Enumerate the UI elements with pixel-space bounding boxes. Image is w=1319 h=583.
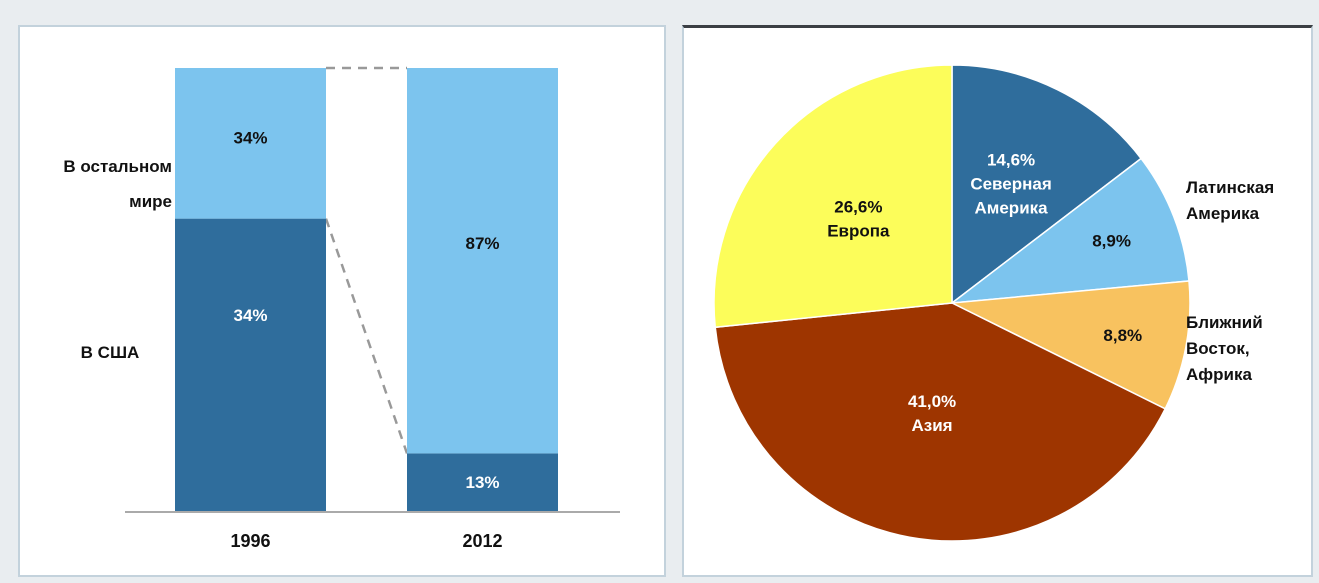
pie-chart-panel: 14,6% Северная Америка 8,9% Латинская Америка… [682, 25, 1313, 577]
pie-name-label-латинская-америка-1: Америка [1186, 204, 1260, 223]
connector-us-dashed-line [324, 218, 409, 454]
stacked-bar-chart: 34% 34% 1996 13% 87% 2012 В остальном мире В США [63, 66, 620, 551]
pie-name-label-северная-америка-1: Северная [970, 175, 1051, 194]
pie-value-label-европа: 26,6% [834, 197, 882, 216]
row-label-us: В США [81, 343, 140, 362]
pie-name-label-северная-америка-2: Америка [975, 199, 1049, 218]
bar-chart-panel: 34% 34% 1996 13% 87% 2012 В остальном мире В США [18, 25, 666, 577]
pie-name-label-европа-1: Европа [827, 221, 890, 240]
pie-value-label-латинская-америка: 8,9% [1092, 232, 1131, 251]
pie-slice-латинская-америка [949, 157, 1190, 304]
row-label-rest-line-2: мире [129, 192, 172, 211]
pie-name-label-ближний-восток-африка-2: Африка [1186, 365, 1252, 384]
pie-value-label-северная-америка: 14,6% [987, 151, 1035, 170]
x-tick-label-1996: 1996 [230, 531, 270, 551]
pie-name-label-ближний-восток-африка-1: Восток, [1186, 339, 1250, 358]
data-label-us-2012: 13% [465, 473, 499, 492]
bar-us-1996 [175, 218, 326, 511]
pie-value-label-азия: 41,0% [908, 392, 956, 411]
pie-name-label-ближний-восток-африка-0: Ближний [1186, 313, 1263, 332]
bar-rest-1996 [175, 68, 326, 219]
pie-chart: 14,6% Северная Америка 8,9% Латинская Америка… [713, 64, 1274, 542]
row-label-rest-line-1: В остальном [63, 157, 172, 176]
x-tick-label-2012: 2012 [462, 531, 502, 551]
pie-slice-азия [714, 302, 1167, 542]
pie-slice-европа [713, 64, 953, 329]
pie-value-label-ближний-восток-африка: 8,8% [1103, 326, 1142, 345]
pie-slice-ближний-восток-африка [949, 280, 1191, 410]
pie-slice-северная-америка [951, 64, 1143, 305]
pie-name-label-азия-1: Азия [912, 416, 953, 435]
bar-us-2012 [407, 453, 558, 511]
data-label-rest-1996: 34% [233, 128, 267, 147]
pie-name-label-латинская-америка-0: Латинская [1186, 178, 1274, 197]
data-label-us-1996: 34% [233, 306, 267, 325]
bar-rest-2012 [407, 68, 558, 454]
data-label-rest-2012: 87% [465, 234, 499, 253]
